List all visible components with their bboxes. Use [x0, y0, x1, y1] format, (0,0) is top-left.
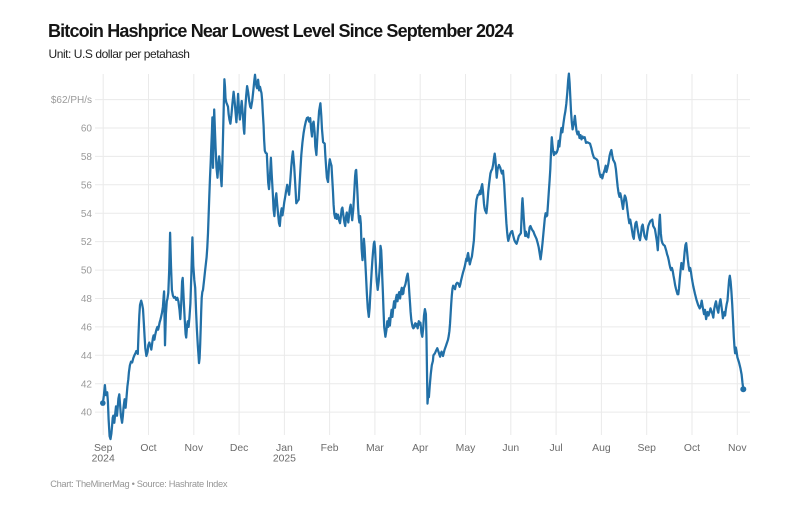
svg-text:Mar: Mar	[366, 443, 384, 454]
svg-text:44: 44	[81, 351, 93, 362]
svg-text:Sep: Sep	[94, 443, 113, 454]
svg-text:Jul: Jul	[549, 443, 562, 454]
svg-text:Jun: Jun	[502, 443, 519, 454]
svg-text:Oct: Oct	[684, 443, 700, 454]
svg-text:40: 40	[81, 408, 93, 419]
svg-text:56: 56	[81, 180, 93, 191]
svg-text:50: 50	[81, 266, 93, 277]
svg-text:$62/PH/s: $62/PH/s	[51, 95, 92, 106]
svg-text:42: 42	[81, 379, 93, 390]
svg-text:2024: 2024	[92, 454, 115, 465]
svg-text:Feb: Feb	[321, 443, 339, 454]
svg-text:Dec: Dec	[230, 443, 248, 454]
svg-text:Apr: Apr	[412, 443, 429, 454]
svg-text:Chart: TheMinerMag • Source: H: Chart: TheMinerMag • Source: Hashrate In…	[50, 479, 228, 489]
svg-text:Bitcoin Hashprice Near Lowest: Bitcoin Hashprice Near Lowest Level Sinc…	[48, 21, 513, 41]
svg-text:58: 58	[81, 152, 93, 163]
svg-text:Oct: Oct	[140, 443, 156, 454]
svg-text:Nov: Nov	[728, 443, 747, 454]
svg-text:Aug: Aug	[592, 443, 611, 454]
svg-text:Unit: U.S dollar per petahash: Unit: U.S dollar per petahash	[49, 47, 190, 61]
svg-text:Jan: Jan	[276, 443, 293, 454]
svg-text:Nov: Nov	[185, 443, 204, 454]
svg-text:60: 60	[81, 124, 93, 135]
svg-text:52: 52	[81, 237, 93, 248]
svg-text:54: 54	[81, 209, 93, 220]
svg-text:Sep: Sep	[637, 443, 656, 454]
svg-text:48: 48	[81, 294, 93, 305]
svg-text:2025: 2025	[273, 454, 296, 465]
svg-text:46: 46	[81, 323, 93, 334]
svg-text:May: May	[456, 443, 476, 454]
